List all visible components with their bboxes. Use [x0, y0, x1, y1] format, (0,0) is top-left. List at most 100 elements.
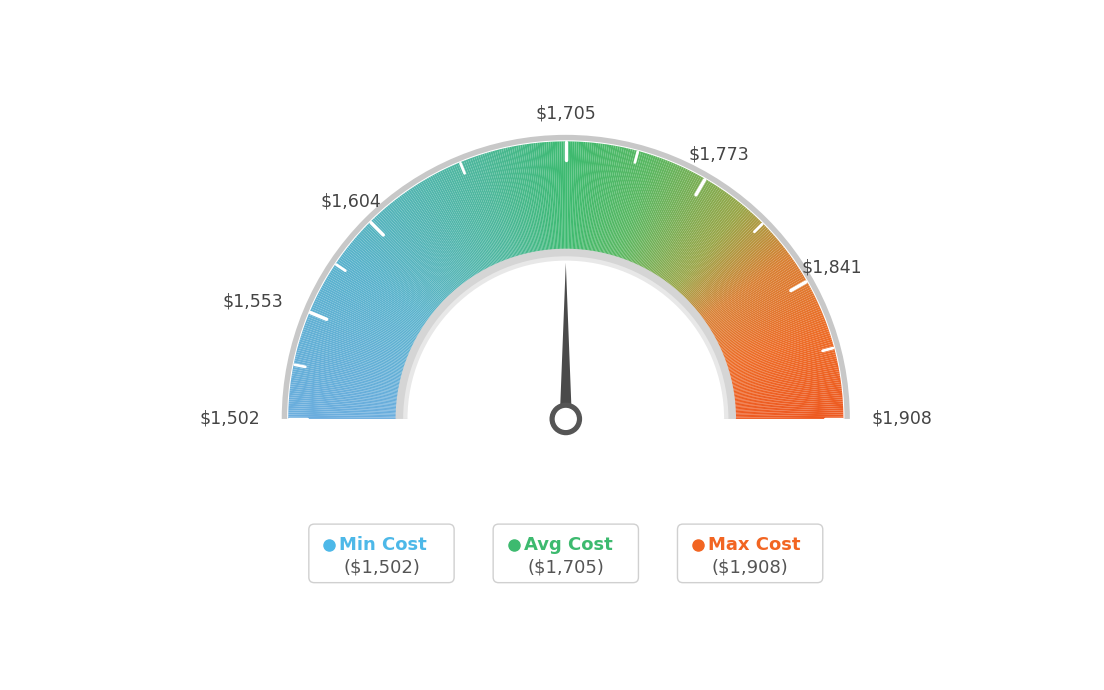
Wedge shape: [436, 172, 488, 269]
FancyBboxPatch shape: [493, 524, 638, 582]
Wedge shape: [343, 250, 432, 317]
Wedge shape: [705, 261, 795, 324]
Wedge shape: [725, 325, 828, 363]
Wedge shape: [619, 156, 656, 259]
Wedge shape: [587, 144, 603, 251]
Wedge shape: [361, 230, 442, 305]
Wedge shape: [288, 411, 396, 415]
Wedge shape: [294, 365, 400, 387]
Wedge shape: [567, 141, 570, 250]
Wedge shape: [710, 274, 804, 332]
Wedge shape: [403, 256, 729, 419]
Wedge shape: [289, 391, 397, 403]
Text: $1,773: $1,773: [689, 146, 750, 164]
Wedge shape: [725, 327, 828, 364]
Polygon shape: [560, 263, 572, 419]
Wedge shape: [646, 175, 700, 270]
Wedge shape: [590, 144, 607, 252]
Wedge shape: [730, 348, 835, 377]
Wedge shape: [626, 159, 666, 262]
Wedge shape: [594, 145, 614, 253]
Wedge shape: [291, 377, 399, 395]
Wedge shape: [388, 205, 458, 289]
Wedge shape: [680, 214, 754, 295]
Text: $1,841: $1,841: [802, 259, 862, 277]
Wedge shape: [335, 263, 426, 325]
Wedge shape: [667, 196, 732, 284]
Wedge shape: [349, 244, 435, 313]
Wedge shape: [486, 152, 519, 257]
Wedge shape: [316, 297, 414, 346]
Wedge shape: [323, 282, 418, 336]
Wedge shape: [438, 172, 489, 269]
Wedge shape: [446, 168, 493, 266]
Wedge shape: [295, 358, 401, 384]
Wedge shape: [714, 287, 811, 339]
Wedge shape: [718, 295, 815, 344]
Wedge shape: [622, 157, 660, 259]
Wedge shape: [654, 181, 711, 275]
Wedge shape: [311, 306, 411, 352]
Wedge shape: [288, 404, 397, 411]
Wedge shape: [645, 174, 698, 270]
Wedge shape: [527, 144, 543, 251]
Text: Avg Cost: Avg Cost: [523, 535, 613, 553]
Wedge shape: [608, 150, 637, 255]
Wedge shape: [591, 144, 609, 252]
Wedge shape: [729, 346, 835, 375]
Wedge shape: [408, 189, 470, 279]
Wedge shape: [299, 339, 404, 372]
Polygon shape: [375, 419, 756, 614]
Wedge shape: [482, 154, 516, 257]
Wedge shape: [659, 187, 720, 278]
Wedge shape: [291, 373, 399, 393]
Wedge shape: [346, 249, 432, 316]
Wedge shape: [617, 155, 651, 258]
Wedge shape: [732, 363, 838, 386]
Wedge shape: [627, 160, 668, 262]
Wedge shape: [598, 147, 622, 253]
Wedge shape: [734, 397, 842, 407]
Wedge shape: [293, 367, 400, 388]
Wedge shape: [701, 253, 789, 318]
Wedge shape: [400, 196, 465, 284]
Wedge shape: [728, 335, 831, 369]
Wedge shape: [341, 254, 429, 319]
Wedge shape: [282, 135, 850, 419]
Wedge shape: [367, 224, 445, 302]
Wedge shape: [734, 404, 843, 411]
Wedge shape: [605, 149, 633, 255]
Wedge shape: [629, 161, 672, 263]
Wedge shape: [385, 206, 457, 290]
Wedge shape: [474, 157, 511, 259]
Wedge shape: [707, 265, 798, 326]
Wedge shape: [665, 193, 729, 282]
Wedge shape: [655, 182, 713, 275]
Wedge shape: [490, 151, 521, 256]
Wedge shape: [732, 371, 840, 391]
Wedge shape: [724, 321, 826, 360]
Wedge shape: [715, 289, 813, 341]
Wedge shape: [716, 293, 814, 344]
Wedge shape: [648, 177, 703, 272]
Wedge shape: [675, 206, 746, 290]
Wedge shape: [306, 319, 408, 359]
Wedge shape: [628, 161, 670, 262]
Wedge shape: [318, 293, 415, 344]
Wedge shape: [511, 146, 534, 253]
Wedge shape: [638, 168, 686, 266]
Wedge shape: [664, 192, 728, 282]
Wedge shape: [415, 184, 475, 277]
Wedge shape: [728, 339, 832, 372]
Wedge shape: [353, 239, 437, 310]
Wedge shape: [423, 180, 480, 274]
Wedge shape: [721, 306, 820, 352]
Wedge shape: [315, 299, 413, 347]
Wedge shape: [328, 274, 422, 332]
Wedge shape: [338, 259, 427, 323]
Wedge shape: [404, 192, 468, 282]
Wedge shape: [351, 242, 435, 312]
Wedge shape: [734, 402, 843, 410]
Wedge shape: [471, 157, 510, 259]
Wedge shape: [735, 411, 843, 415]
